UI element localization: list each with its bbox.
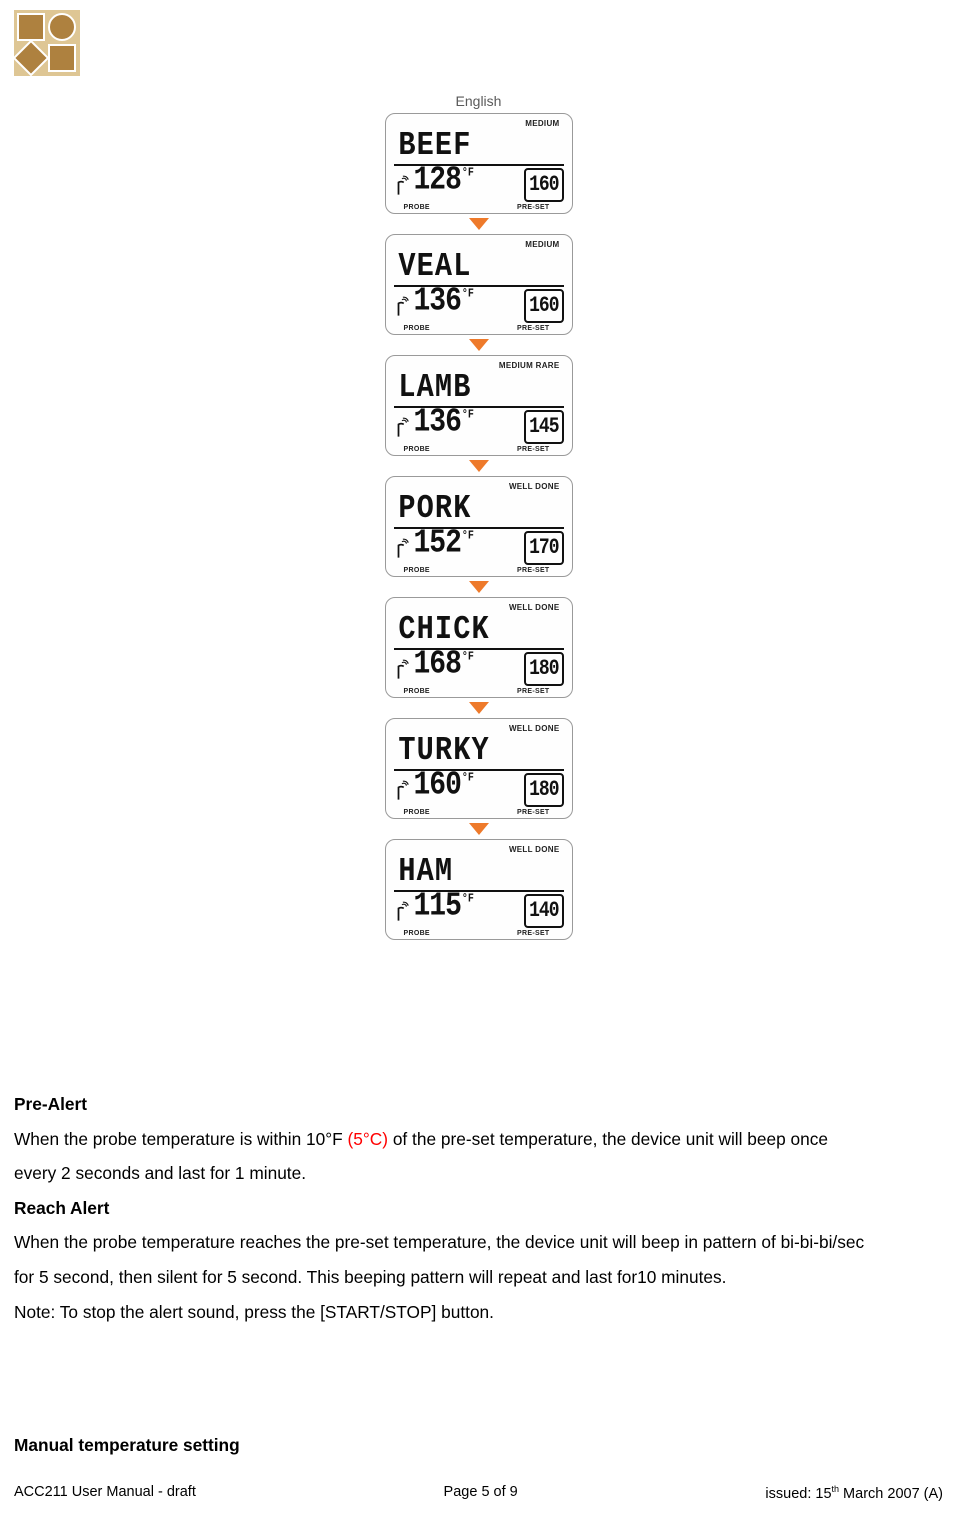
note-line: Note: To stop the alert sound, press the… <box>14 1295 943 1330</box>
probe-temp: 152°F <box>414 528 474 569</box>
preset-temp: 160 <box>524 289 563 323</box>
preset-label: PRE-SET <box>517 567 549 574</box>
probe-temp: 168°F <box>414 649 474 690</box>
meat-name: PORK <box>394 489 581 528</box>
lcd-card: MEDIUMVEAL136°F160PROBEPRE-SET <box>385 234 573 335</box>
prealert-heading: Pre-Alert <box>14 1087 943 1122</box>
probe-temp: 160°F <box>414 770 474 811</box>
preset-label: PRE-SET <box>517 204 549 211</box>
preset-temp: 170 <box>524 531 563 565</box>
lcd-card: WELL DONEHAM115°F140PROBEPRE-SET <box>385 839 573 940</box>
lcd-card: WELL DONECHICK168°F180PROBEPRE-SET <box>385 597 573 698</box>
preset-temp: 180 <box>524 773 563 807</box>
manual-heading: Manual temperature setting <box>14 1428 943 1463</box>
chart-title: English <box>456 93 502 109</box>
txt: When the probe temperature is within 10°… <box>14 1129 348 1149</box>
manual-heading-block: Manual temperature setting <box>14 1428 943 1463</box>
footer-right: issued: 15th March 2007 (A) <box>765 1484 943 1502</box>
reach-heading: Reach Alert <box>14 1191 943 1226</box>
company-logo <box>14 10 80 76</box>
red-text: (5°C) <box>348 1129 389 1149</box>
preset-label: PRE-SET <box>517 325 549 332</box>
preset-temp: 160 <box>524 168 563 202</box>
meat-name: BEEF <box>394 126 581 165</box>
arrow-down-icon <box>469 581 489 593</box>
probe-temp: 128°F <box>414 165 474 206</box>
txt: issued: 15 <box>765 1486 831 1502</box>
reach-line1: When the probe temperature reaches the p… <box>14 1225 943 1260</box>
preset-label: PRE-SET <box>517 930 549 937</box>
txt: March 2007 (A) <box>839 1486 943 1502</box>
probe-temp: 115°F <box>414 891 474 932</box>
meat-preset-chart: English MEDIUMBEEF128°F160PROBEPRE-SETME… <box>385 93 573 940</box>
meat-name: VEAL <box>394 247 581 286</box>
lcd-card: WELL DONETURKY160°F180PROBEPRE-SET <box>385 718 573 819</box>
preset-temp: 145 <box>524 410 563 444</box>
arrow-down-icon <box>469 460 489 472</box>
page-footer: ACC211 User Manual - draft Page 5 of 9 i… <box>14 1484 943 1502</box>
lcd-card: WELL DONEPORK152°F170PROBEPRE-SET <box>385 476 573 577</box>
preset-label: PRE-SET <box>517 809 549 816</box>
txt-sup: th <box>832 1484 840 1494</box>
meat-name: TURKY <box>394 731 581 770</box>
arrow-down-icon <box>469 339 489 351</box>
footer-left: ACC211 User Manual - draft <box>14 1484 196 1502</box>
txt: of the pre-set temperature, the device u… <box>388 1129 828 1149</box>
probe-temp: 136°F <box>414 286 474 327</box>
arrow-down-icon <box>469 218 489 230</box>
signal-icon <box>394 773 410 807</box>
meat-name: LAMB <box>394 368 581 407</box>
signal-icon <box>394 289 410 323</box>
preset-temp: 180 <box>524 652 563 686</box>
document-text: Pre-Alert When the probe temperature is … <box>14 1087 943 1329</box>
meat-name: HAM <box>394 852 581 891</box>
signal-icon <box>394 652 410 686</box>
footer-center: Page 5 of 9 <box>444 1484 518 1502</box>
signal-icon <box>394 531 410 565</box>
arrow-down-icon <box>469 823 489 835</box>
signal-icon <box>394 168 410 202</box>
probe-temp: 136°F <box>414 407 474 448</box>
lcd-card: MEDIUM RARELAMB136°F145PROBEPRE-SET <box>385 355 573 456</box>
prealert-line1: When the probe temperature is within 10°… <box>14 1122 943 1157</box>
preset-label: PRE-SET <box>517 446 549 453</box>
lcd-card: MEDIUMBEEF128°F160PROBEPRE-SET <box>385 113 573 214</box>
preset-label: PRE-SET <box>517 688 549 695</box>
preset-temp: 140 <box>524 894 563 928</box>
meat-name: CHICK <box>394 610 581 649</box>
arrow-down-icon <box>469 702 489 714</box>
signal-icon <box>394 410 410 444</box>
prealert-line2: every 2 seconds and last for 1 minute. <box>14 1156 943 1191</box>
reach-line2: for 5 second, then silent for 5 second. … <box>14 1260 943 1295</box>
signal-icon <box>394 894 410 928</box>
